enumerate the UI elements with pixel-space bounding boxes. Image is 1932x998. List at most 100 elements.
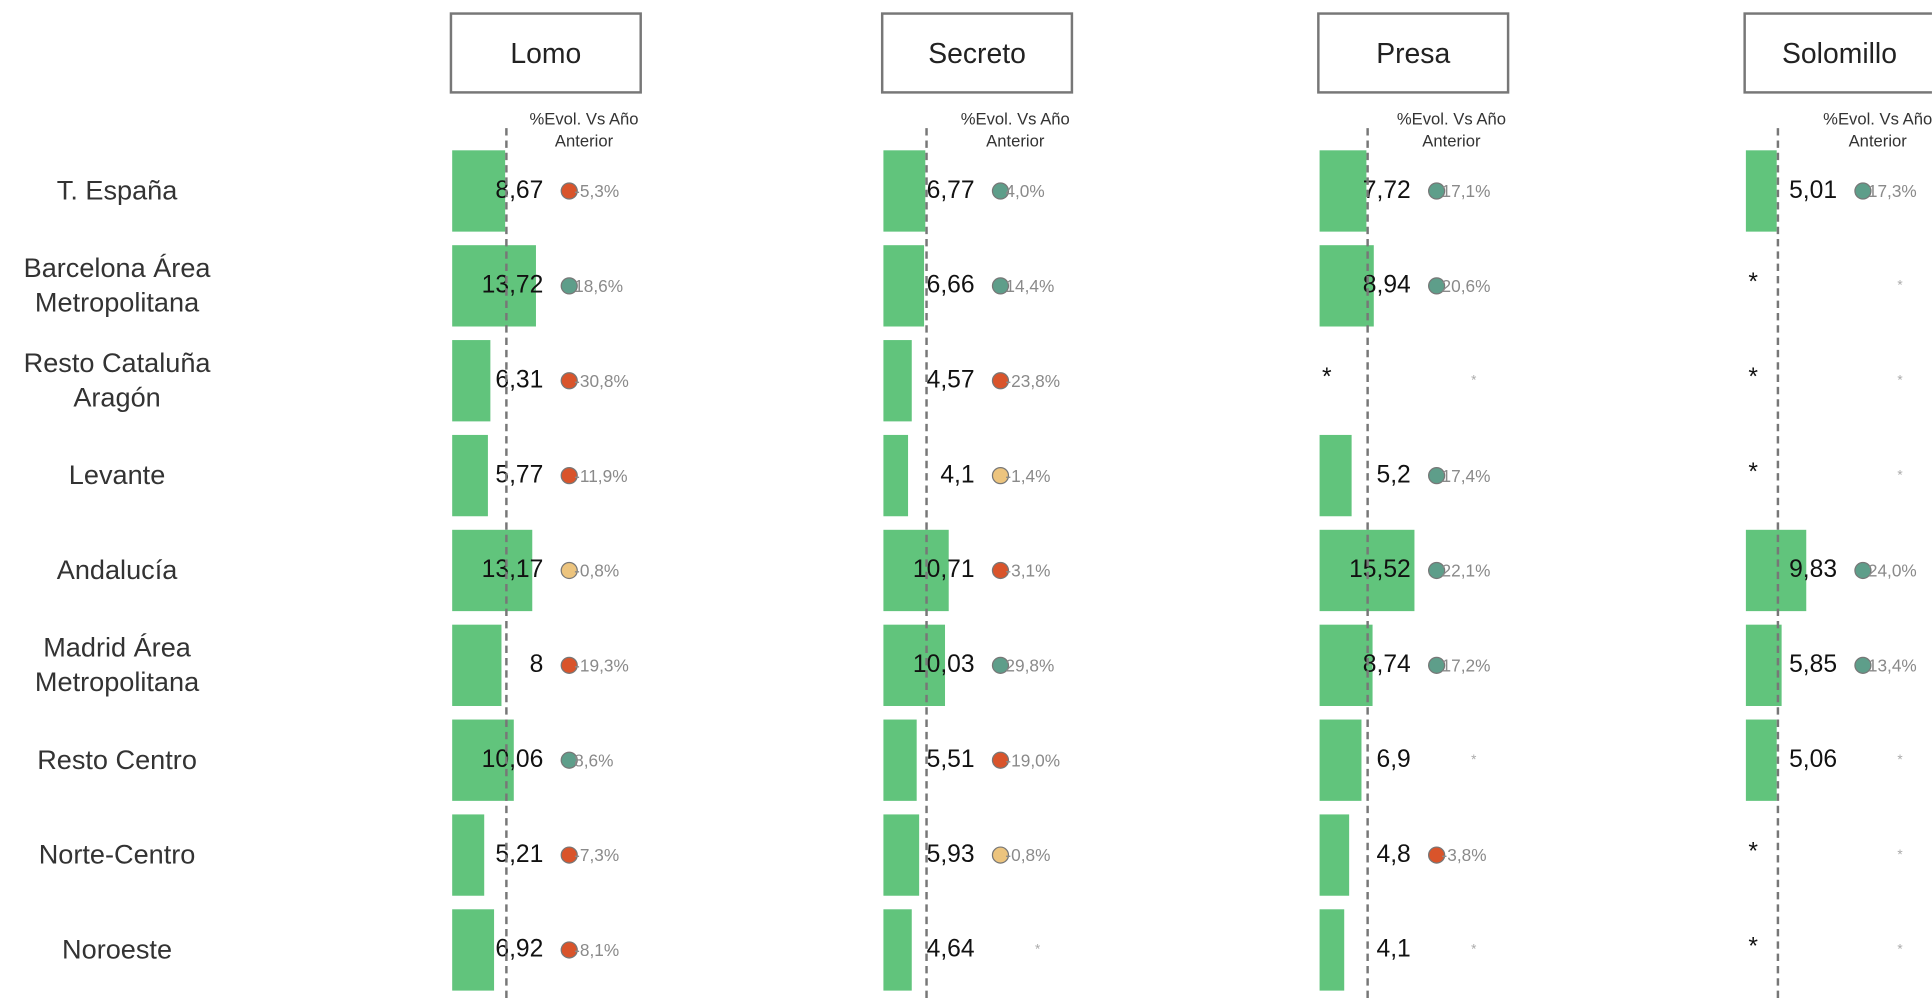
column-header: Solomillo <box>1743 12 1932 94</box>
evolution-label: -0,8% <box>1005 845 1051 865</box>
evolution-dot <box>991 751 1010 769</box>
bar <box>452 340 491 422</box>
row-label: Barcelona Área Metropolitana <box>23 252 211 318</box>
evolution-label: * <box>1034 942 1041 958</box>
column-subtitle: %Evol. Vs Año Anterior <box>1823 109 1932 151</box>
evolution-dot <box>560 182 578 200</box>
column-header: Secreto <box>880 12 1074 94</box>
evolution-label: 18,6% <box>574 275 624 296</box>
value-label: * <box>1748 933 1758 961</box>
value-label: 5,06 <box>1789 746 1838 774</box>
value-label: 6,77 <box>926 176 975 204</box>
bar <box>883 909 912 991</box>
evolution-dot <box>991 656 1010 674</box>
value-label: 6,31 <box>495 366 544 394</box>
evolution-dot <box>560 466 578 485</box>
bar <box>1745 624 1782 706</box>
evolution-label: -5,3% <box>574 181 620 201</box>
value-label: * <box>1322 364 1332 392</box>
evolution-label: 17,2% <box>1441 655 1491 676</box>
value-label: * <box>1748 838 1758 866</box>
evolution-label: 22,1% <box>1441 560 1491 581</box>
value-label: 5,51 <box>926 746 975 774</box>
value-label: 6,66 <box>926 271 975 299</box>
bar <box>1319 909 1345 991</box>
reference-line <box>1366 128 1370 998</box>
bar <box>1319 624 1373 706</box>
value-label: 6,9 <box>1376 746 1411 774</box>
bar <box>883 814 920 896</box>
evolution-dot <box>991 561 1010 580</box>
bar <box>1745 150 1777 232</box>
row-label: Madrid Área Metropolitana <box>34 632 200 698</box>
value-label: 5,93 <box>926 840 975 869</box>
row-label: Resto Centro <box>37 744 197 775</box>
reference-line <box>1776 128 1779 998</box>
evolution-label: -0,8% <box>574 560 620 581</box>
value-label: 10,71 <box>912 556 975 584</box>
evolution-label: -3,1% <box>1005 560 1051 581</box>
bar <box>883 150 925 232</box>
evolution-label: * <box>1897 752 1903 768</box>
evolution-label: 29,8% <box>1005 655 1055 676</box>
value-label: 13,17 <box>481 556 544 584</box>
evolution-label: 17,1% <box>1441 181 1491 201</box>
evolution-dot <box>1428 182 1446 200</box>
value-label: * <box>1748 364 1758 392</box>
evolution-dot <box>991 372 1010 390</box>
value-label: 8 <box>529 651 544 679</box>
evolution-label: 20,6% <box>1441 275 1491 296</box>
bar <box>1319 150 1367 232</box>
evolution-label: * <box>1471 942 1477 958</box>
value-label: 5,2 <box>1376 461 1411 489</box>
evolution-dot <box>1854 561 1872 580</box>
evolution-label: -8,1% <box>574 940 620 960</box>
value-label: 5,01 <box>1789 176 1838 204</box>
bar <box>452 909 495 991</box>
bar <box>883 529 949 612</box>
row-label: Resto Cataluña Aragón <box>23 347 211 413</box>
evolution-dot <box>560 277 578 295</box>
value-label: 8,67 <box>495 176 544 204</box>
bar <box>452 814 484 896</box>
value-label: 15,52 <box>1349 556 1411 584</box>
evolution-label: 14,4% <box>1005 275 1055 296</box>
value-label: 4,64 <box>926 935 975 963</box>
value-label: 9,83 <box>1789 556 1838 584</box>
evolution-dot <box>560 372 578 390</box>
evolution-label: 8,6% <box>574 750 614 771</box>
evolution-dot <box>1428 277 1446 295</box>
evolution-label: * <box>1897 373 1903 389</box>
value-label: 4,1 <box>940 461 975 489</box>
evolution-dot <box>560 751 578 769</box>
bar <box>452 150 506 232</box>
bar <box>883 340 912 422</box>
value-label: 10,06 <box>481 746 544 774</box>
evolution-dot <box>560 846 578 864</box>
bar <box>452 245 536 327</box>
evolution-label: * <box>1471 752 1477 768</box>
evolution-label: 4,0% <box>1005 181 1045 201</box>
evolution-label: * <box>1897 847 1903 863</box>
evolution-label: * <box>1897 942 1903 958</box>
evolution-dot <box>560 656 578 674</box>
evolution-label: -3,8% <box>1441 845 1487 865</box>
evolution-label: 13,4% <box>1867 655 1917 676</box>
bar <box>452 624 501 706</box>
row-label: Levante <box>68 459 166 491</box>
evolution-label: -23,8% <box>1005 370 1061 391</box>
bar <box>883 245 925 327</box>
evolution-label: * <box>1897 278 1903 294</box>
evolution-label: 24,0% <box>1867 560 1917 581</box>
column-subtitle: %Evol. Vs Año Anterior <box>529 109 639 151</box>
column-subtitle: %Evol. Vs Año Anterior <box>960 109 1070 151</box>
evolution-dot <box>991 277 1010 295</box>
row-label: Andalucía <box>56 554 178 586</box>
bar <box>1319 245 1375 327</box>
row-label: Noroeste <box>62 933 173 965</box>
value-label: 4,1 <box>1376 935 1411 963</box>
evolution-label: -1,4% <box>1005 465 1051 486</box>
value-label: 13,72 <box>481 271 544 299</box>
evolution-label: * <box>1897 468 1903 483</box>
